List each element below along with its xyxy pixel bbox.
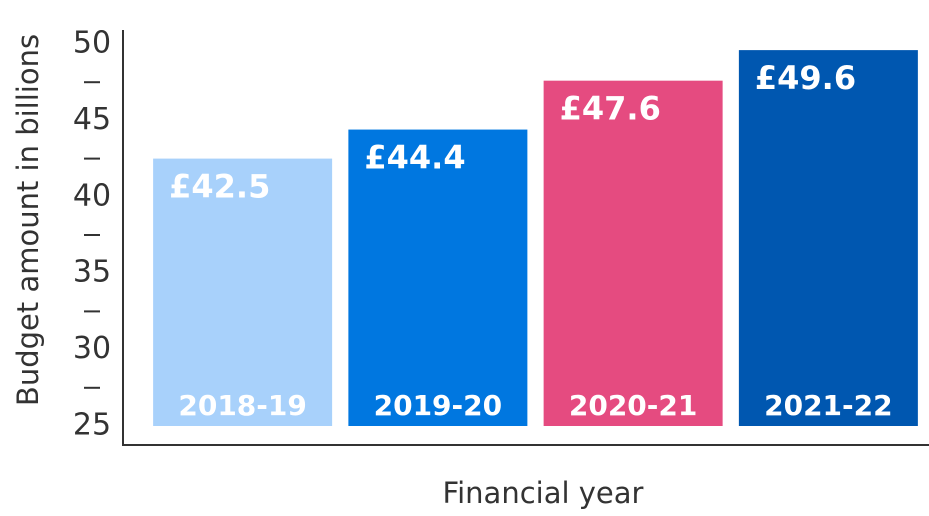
y-tick-label: 50	[73, 26, 111, 61]
x-axis-label: Financial year	[443, 476, 644, 510]
bar	[153, 158, 333, 426]
category-label: 2019-20	[374, 389, 503, 422]
value-label: £42.5	[169, 168, 270, 206]
category-label: 2021-22	[764, 389, 893, 422]
value-label: £44.4	[364, 139, 465, 177]
y-tick-label: 35	[73, 255, 111, 290]
value-label: £47.6	[560, 90, 661, 128]
y-axis-label: Budget amount in billions	[11, 34, 45, 406]
bar	[543, 80, 723, 426]
value-label: £49.6	[755, 59, 856, 97]
category-label: 2020-21	[569, 389, 698, 422]
y-tick-label: 40	[73, 178, 111, 213]
y-tick-label: 30	[73, 331, 111, 366]
y-tick-label: 45	[73, 102, 111, 137]
category-label: 2018-19	[178, 389, 307, 422]
bar	[738, 50, 918, 426]
bar	[348, 129, 528, 426]
y-tick-label: 25	[73, 408, 111, 443]
